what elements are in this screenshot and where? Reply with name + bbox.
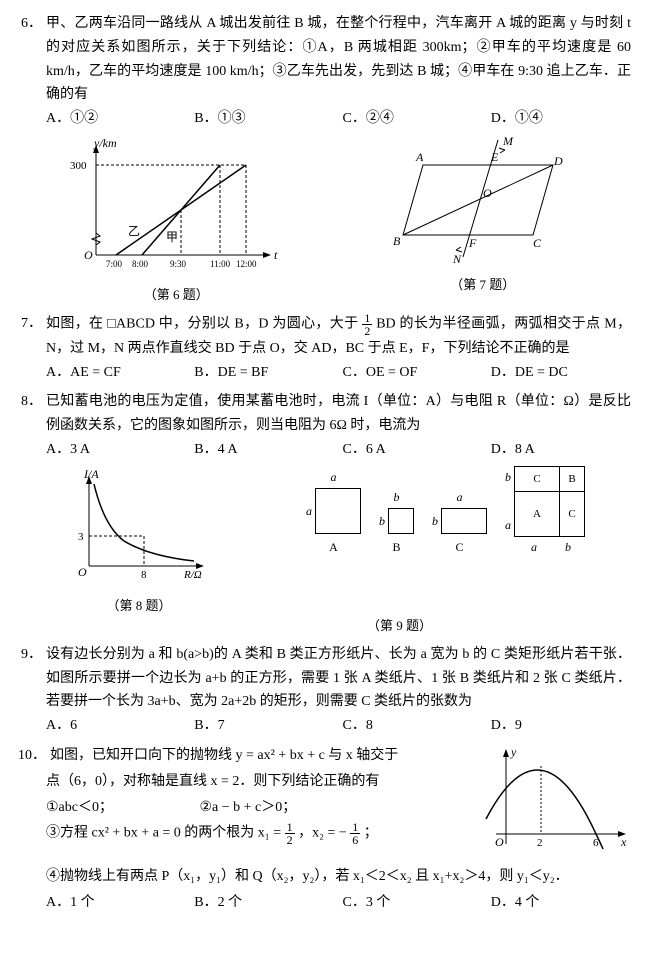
svg-text:甲: 甲 bbox=[166, 230, 178, 244]
q10-chart: x y O 2 6 bbox=[481, 744, 631, 863]
q10-opt-d: D．4 个 bbox=[491, 891, 631, 915]
q9-number: 9． bbox=[18, 643, 42, 714]
q8-options: A．3 A B．4 A C．6 A D．8 A bbox=[18, 438, 631, 462]
svg-text:乙: 乙 bbox=[128, 224, 140, 238]
svg-text:6: 6 bbox=[593, 837, 599, 849]
svg-text:7:00: 7:00 bbox=[106, 259, 123, 269]
q10-s3: ③方程 cx² + bx + a = 0 的两个根为 x₁ = 12 ，x₂ =… bbox=[18, 821, 481, 846]
q7-fig-caption: （第 7 题） bbox=[383, 274, 583, 296]
q6-body: 甲、乙两车沿同一路线从 A 城出发前往 B 城，在整个行程中，汽车离开 A 城的… bbox=[42, 12, 631, 107]
svg-text:O: O bbox=[78, 565, 87, 579]
svg-text:A: A bbox=[415, 150, 424, 164]
svg-text:N: N bbox=[452, 252, 462, 265]
question-8: 8． 已知蓄电池的电压为定值，使用某蓄电池时，电流 I（单位：A）与电阻 R（单… bbox=[18, 390, 631, 636]
q8-chart: I/A R/Ω O 3 8 （第 8 题） bbox=[64, 466, 214, 617]
svg-text:12:00: 12:00 bbox=[236, 259, 257, 269]
q6-number: 6． bbox=[18, 12, 42, 107]
svg-text:8:00: 8:00 bbox=[132, 259, 149, 269]
q6-caption: （第 6 题） bbox=[66, 284, 286, 306]
q10-number: 10． bbox=[18, 744, 46, 768]
q8-body: 已知蓄电池的电压为定值，使用某蓄电池时，电流 I（单位：A）与电阻 R（单位：Ω… bbox=[42, 390, 631, 438]
q9-opt-b: B．7 bbox=[194, 714, 334, 738]
q6-options: A．①② B．①③ C．②④ D．①④ bbox=[18, 107, 631, 131]
q7-diagram: A D C B E F M N O （第 7 题） bbox=[383, 135, 583, 296]
q8-opt-a: A．3 A bbox=[46, 438, 186, 462]
svg-text:y: y bbox=[510, 745, 517, 759]
svg-text:8: 8 bbox=[141, 569, 147, 581]
q9-shapes: a a A b b B a b bbox=[306, 466, 585, 557]
svg-text:O: O bbox=[495, 835, 504, 849]
q9-options: A．6 B．7 C．8 D．9 bbox=[18, 714, 631, 738]
q10-s4: ④抛物线上有两点 P（x₁，y₁）和 Q（x₂，y₂），若 x₁＜2＜x₂ 且 … bbox=[18, 865, 631, 889]
svg-text:M: M bbox=[502, 135, 514, 148]
q9-opt-a: A．6 bbox=[46, 714, 186, 738]
q6-opt-b: B．①③ bbox=[194, 107, 334, 131]
q6-chart: y/km t O 300 乙 甲 bbox=[66, 135, 286, 306]
q8-number: 8． bbox=[18, 390, 42, 438]
q7-body: 如图，在 □ABCD 中，分别以 B，D 为圆心，大于 12 BD 的长为半径画… bbox=[42, 312, 631, 361]
q10-opt-b: B．2 个 bbox=[194, 891, 334, 915]
q6-opt-c: C．②④ bbox=[343, 107, 483, 131]
q7-opt-d: D．DE = DC bbox=[491, 361, 631, 385]
q9-opt-d: D．9 bbox=[491, 714, 631, 738]
q9-caption: （第 9 题） bbox=[168, 615, 631, 637]
svg-text:E: E bbox=[490, 150, 499, 164]
q7-opt-a: A．AE = CF bbox=[46, 361, 186, 385]
q9-opt-c: C．8 bbox=[343, 714, 483, 738]
svg-text:O: O bbox=[84, 248, 93, 262]
q8-caption: （第 8 题） bbox=[64, 595, 214, 617]
q8-opt-d: D．8 A bbox=[491, 438, 631, 462]
q10-body2: 点（6，0），对称轴是直线 x = 2．则下列结论正确的有 bbox=[18, 770, 481, 794]
q10-opt-c: C．3 个 bbox=[343, 891, 483, 915]
q6-opt-a: A．①② bbox=[46, 107, 186, 131]
q10-body1: 如图，已知开口向下的抛物线 y = ax² + bx + c 与 x 轴交于 bbox=[46, 744, 481, 768]
question-9: 9． 设有边长分别为 a 和 b(a>b)的 A 类和 B 类正方形纸片、长为 … bbox=[18, 643, 631, 738]
q8-opt-c: C．6 A bbox=[343, 438, 483, 462]
svg-text:9:30: 9:30 bbox=[170, 259, 187, 269]
svg-text:C: C bbox=[533, 236, 542, 250]
q6-xlabel: t bbox=[274, 248, 278, 262]
q10-s2: ②a − b + c＞0； bbox=[200, 800, 297, 815]
question-7: 7． 如图，在 □ABCD 中，分别以 B，D 为圆心，大于 12 BD 的长为… bbox=[18, 312, 631, 385]
svg-text:11:00: 11:00 bbox=[210, 259, 231, 269]
q10-options: A．1 个 B．2 个 C．3 个 D．4 个 bbox=[18, 891, 631, 915]
svg-text:D: D bbox=[553, 154, 563, 168]
q10-opt-a: A．1 个 bbox=[46, 891, 186, 915]
svg-text:x: x bbox=[620, 835, 627, 849]
svg-text:O: O bbox=[483, 186, 492, 200]
q7-opt-c: C．OE = OF bbox=[343, 361, 483, 385]
q10-s1: ①abc＜0； bbox=[46, 796, 196, 820]
svg-text:I/A: I/A bbox=[83, 467, 99, 481]
q7-number: 7． bbox=[18, 312, 42, 361]
svg-text:R/Ω: R/Ω bbox=[183, 569, 202, 581]
question-6: 6． 甲、乙两车沿同一路线从 A 城出发前往 B 城，在整个行程中，汽车离开 A… bbox=[18, 12, 631, 306]
svg-text:2: 2 bbox=[537, 837, 543, 849]
svg-text:B: B bbox=[393, 234, 401, 248]
svg-text:3: 3 bbox=[78, 531, 84, 543]
q6-opt-d: D．①④ bbox=[491, 107, 631, 131]
question-10: 10． 如图，已知开口向下的抛物线 y = ax² + bx + c 与 x 轴… bbox=[18, 744, 631, 914]
q9-body: 设有边长分别为 a 和 b(a>b)的 A 类和 B 类正方形纸片、长为 a 宽… bbox=[42, 643, 631, 714]
q6-ymax: 300 bbox=[70, 160, 87, 172]
q8-opt-b: B．4 A bbox=[194, 438, 334, 462]
q7-opt-b: B．DE = BF bbox=[194, 361, 334, 385]
q7-options: A．AE = CF B．DE = BF C．OE = OF D．DE = DC bbox=[18, 361, 631, 385]
svg-text:F: F bbox=[468, 236, 477, 250]
